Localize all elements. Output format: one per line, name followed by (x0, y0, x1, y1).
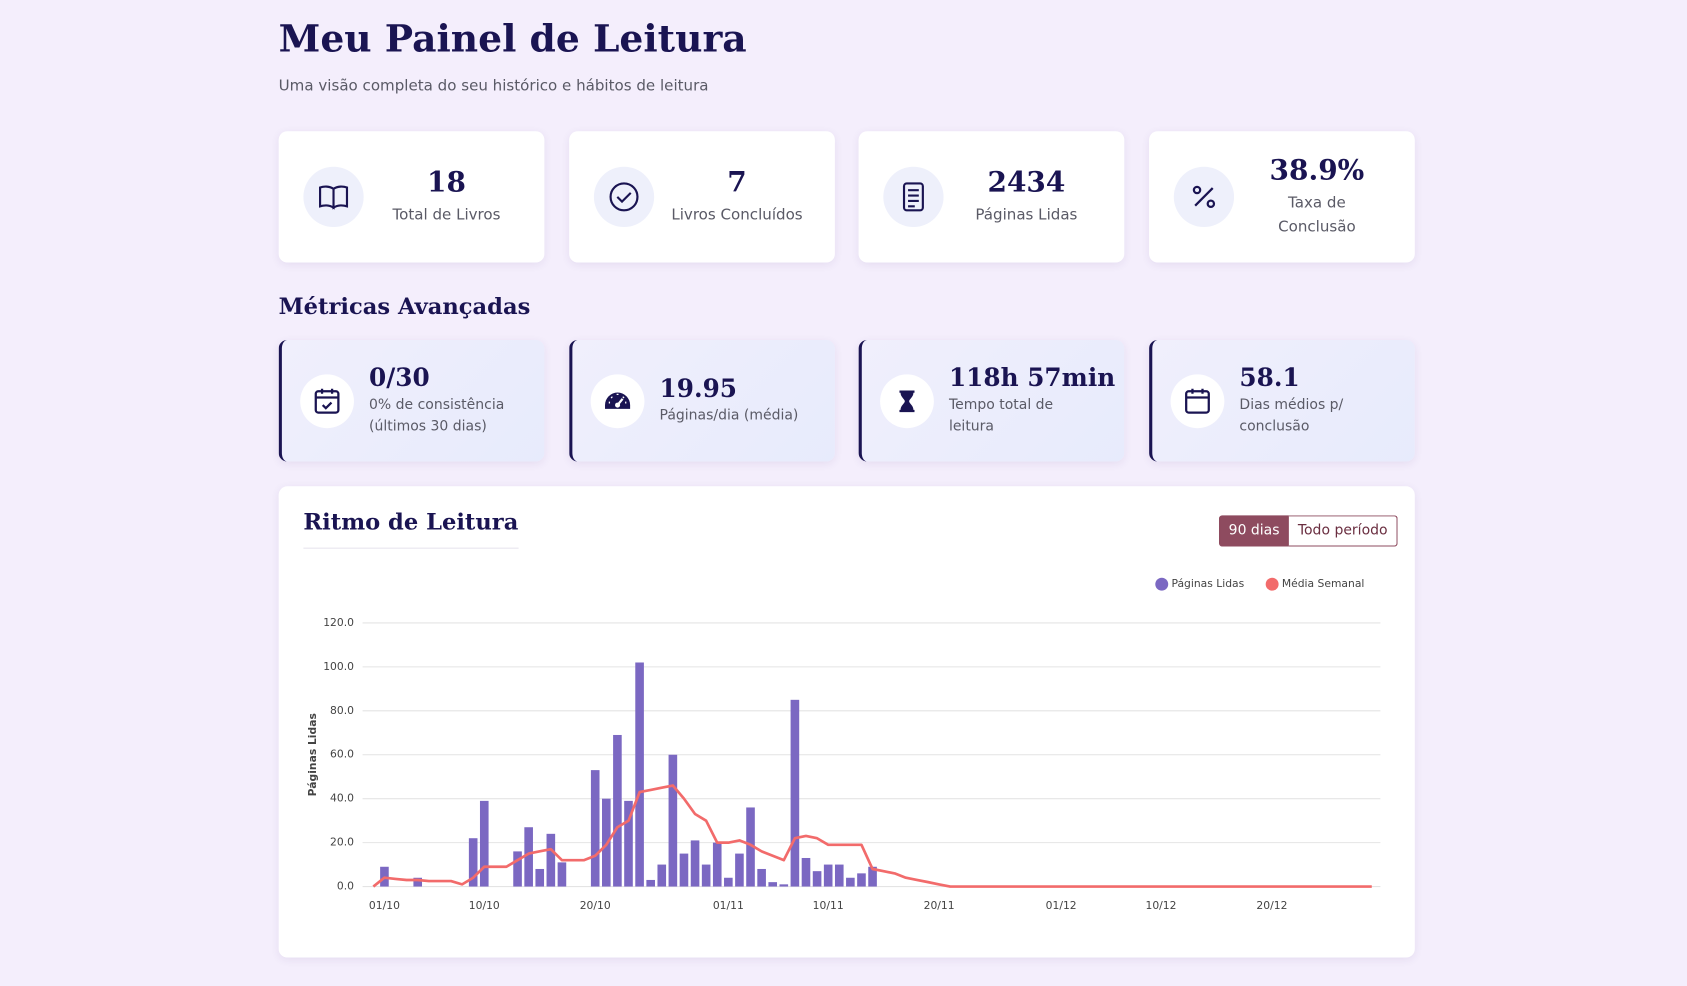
bar (479, 800, 489, 887)
x-tick-label: 10/11 (813, 899, 844, 912)
icon (300, 373, 354, 428)
x-tick-label: 01/12 (1046, 899, 1077, 912)
page-subtitle: Uma visão completa do seu histórico e há… (278, 77, 709, 95)
metric-value: 19.95 (659, 374, 738, 404)
y-tick-label: 40.0 (330, 792, 354, 805)
bar (724, 877, 733, 887)
bar (690, 840, 700, 887)
bar (701, 864, 711, 887)
stat-card: 18 Total de Livros (278, 131, 545, 263)
bar (790, 699, 800, 887)
bar (613, 734, 622, 887)
stat-card: 38.9% Taxa de Conclusão (1149, 131, 1415, 263)
bar (524, 827, 533, 887)
metric-value: 0/30 (369, 363, 430, 393)
icon (593, 166, 655, 228)
bar (712, 842, 722, 887)
bar (413, 877, 423, 887)
bar (746, 807, 755, 887)
x-tick-label: 20/12 (1256, 899, 1287, 912)
bar (679, 853, 689, 887)
icon (883, 166, 944, 228)
stat-card: 7 Livros Concluídos (569, 131, 835, 263)
section-title: Métricas Avançadas (278, 292, 531, 320)
x-tick-label: 20/10 (580, 899, 611, 912)
stat-label: Páginas Lidas (975, 206, 1078, 224)
icon (1170, 373, 1225, 428)
stat-card: 2434 Páginas Lidas (858, 131, 1125, 263)
bar (546, 833, 556, 887)
metric-card: 118h 57min Tempo total de leitura (858, 339, 1125, 462)
icon (590, 373, 645, 428)
legend-swatch (1265, 577, 1279, 591)
bar (812, 871, 822, 887)
bar (646, 879, 655, 887)
icon (303, 166, 364, 228)
bar (779, 884, 789, 887)
y-tick-label: 80.0 (330, 704, 354, 717)
bar (557, 862, 567, 887)
bar (846, 877, 855, 887)
y-tick-label: 0.0 (337, 880, 354, 893)
bar (768, 882, 778, 887)
legend-label: Páginas Lidas (1171, 577, 1244, 590)
metric-card: 19.95 Páginas/dia (média) (569, 339, 835, 462)
x-tick-label: 20/11 (924, 899, 955, 912)
metric-label: Dias médios p/ conclusão (1239, 397, 1344, 435)
line (372, 784, 1372, 888)
bar (757, 868, 766, 887)
y-tick-label: 60.0 (330, 748, 354, 761)
chart-card: 0.0 20.0 40.0 60.0 80.0 100.0 120.0 Páginas Lid… (278, 486, 1415, 958)
metric-value: 118h 57min (948, 363, 1116, 393)
metric-card: 0/30 0% de consistência (últimos 30 dias) (278, 339, 545, 462)
legend-label: Média Semanal (1282, 577, 1365, 590)
bar (735, 853, 744, 887)
metric-card: 58.1 Dias médios p/ conclusão (1149, 339, 1415, 462)
range-button[interactable]: Todo período (1289, 515, 1398, 547)
y-tick-label: 120.0 (323, 616, 354, 629)
x-tick-label: 10/10 (469, 899, 500, 912)
page-title: Meu Painel de Leitura (278, 17, 747, 62)
chart-title: Ritmo de Leitura (303, 508, 519, 549)
x-tick-label: 10/12 (1145, 899, 1176, 912)
y-axis-label: Páginas Lidas (306, 713, 319, 796)
bar (657, 864, 667, 887)
range-button[interactable]: 90 dias (1218, 515, 1290, 547)
stat-value: 38.9% (1269, 154, 1365, 188)
icon (880, 373, 934, 428)
bar (834, 864, 844, 887)
bar (868, 866, 877, 887)
x-tick-label: 01/11 (713, 899, 744, 912)
stat-label: Livros Concluídos (671, 206, 803, 224)
bar (513, 851, 522, 887)
stat-label: Taxa de Conclusão (1278, 194, 1356, 236)
stat-label: Total de Livros (392, 206, 501, 224)
bar (668, 754, 678, 887)
bar (857, 873, 866, 887)
stat-value: 7 (727, 166, 747, 200)
chart: 0.0 20.0 40.0 60.0 80.0 100.0 120.0 Páginas Lid… (306, 577, 1381, 912)
bar (635, 662, 644, 887)
icon (1173, 166, 1235, 228)
bar (535, 868, 545, 887)
stat-value: 2434 (987, 166, 1066, 200)
metric-value: 58.1 (1239, 363, 1300, 393)
y-tick-label: 20.0 (330, 836, 354, 849)
bar (801, 857, 811, 887)
y-tick-label: 100.0 (323, 660, 354, 673)
bar (590, 770, 600, 887)
legend-swatch (1155, 577, 1169, 591)
metric-label: Páginas/dia (média) (659, 407, 799, 424)
stat-value: 18 (427, 166, 466, 200)
bar (468, 838, 478, 887)
bar (624, 800, 633, 887)
range-toggle: 90 dias Todo período (1218, 515, 1398, 547)
bar (823, 864, 833, 887)
metric-label: Tempo total de leitura (948, 397, 1054, 435)
x-tick-label: 01/10 (369, 899, 400, 912)
metric-label: 0% de consistência (últimos 30 dias) (369, 397, 505, 435)
